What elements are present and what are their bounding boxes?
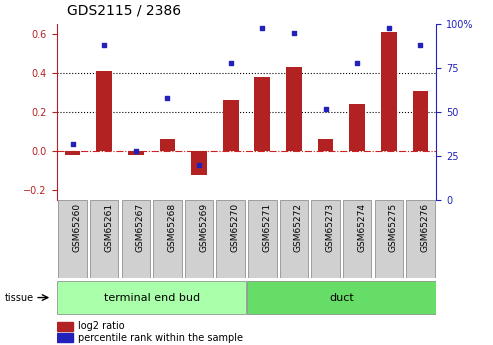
Text: GSM65273: GSM65273: [325, 203, 335, 252]
Bar: [254, 77, 270, 151]
Bar: [343, 200, 371, 278]
Text: GSM65271: GSM65271: [262, 203, 271, 252]
Bar: [312, 200, 340, 278]
Point: [353, 60, 361, 66]
Point: [164, 95, 172, 101]
Text: terminal end bud: terminal end bud: [104, 293, 200, 303]
Text: percentile rank within the sample: percentile rank within the sample: [78, 333, 243, 343]
Text: GSM65276: GSM65276: [421, 203, 429, 252]
Bar: [413, 91, 428, 151]
Bar: [286, 67, 302, 151]
Point: [195, 162, 203, 168]
Text: GSM65269: GSM65269: [199, 203, 208, 252]
Point: [321, 106, 329, 111]
Text: GDS2115 / 2386: GDS2115 / 2386: [67, 3, 180, 17]
Bar: [122, 200, 150, 278]
Bar: [223, 100, 239, 151]
Text: GSM65260: GSM65260: [72, 203, 81, 252]
Bar: [191, 151, 207, 175]
Text: GSM65268: GSM65268: [168, 203, 176, 252]
Bar: [216, 200, 245, 278]
Bar: [57, 333, 72, 342]
Bar: [90, 200, 118, 278]
Bar: [381, 32, 397, 151]
Bar: [96, 71, 112, 151]
Point: [132, 148, 140, 154]
Bar: [247, 281, 436, 314]
Point: [100, 42, 108, 48]
Bar: [317, 139, 333, 151]
Point: [290, 30, 298, 36]
Text: GSM65275: GSM65275: [389, 203, 398, 252]
Bar: [375, 200, 403, 278]
Point: [227, 60, 235, 66]
Bar: [128, 151, 143, 155]
Bar: [160, 139, 176, 151]
Bar: [185, 200, 213, 278]
Point: [385, 25, 393, 30]
Text: GSM65272: GSM65272: [294, 203, 303, 252]
Bar: [248, 200, 277, 278]
Text: duct: duct: [329, 293, 354, 303]
Text: GSM65261: GSM65261: [104, 203, 113, 252]
Bar: [280, 200, 308, 278]
Text: GSM65270: GSM65270: [231, 203, 240, 252]
Text: GSM65274: GSM65274: [357, 203, 366, 252]
Point: [69, 141, 76, 147]
Bar: [350, 104, 365, 151]
Text: GSM65267: GSM65267: [136, 203, 145, 252]
Point: [258, 25, 266, 30]
Bar: [153, 200, 181, 278]
Text: tissue: tissue: [5, 293, 34, 303]
Bar: [406, 200, 435, 278]
Text: log2 ratio: log2 ratio: [78, 322, 125, 331]
Bar: [58, 200, 87, 278]
Bar: [65, 151, 80, 155]
Bar: [57, 322, 72, 331]
Point: [417, 42, 424, 48]
Bar: [57, 281, 246, 314]
